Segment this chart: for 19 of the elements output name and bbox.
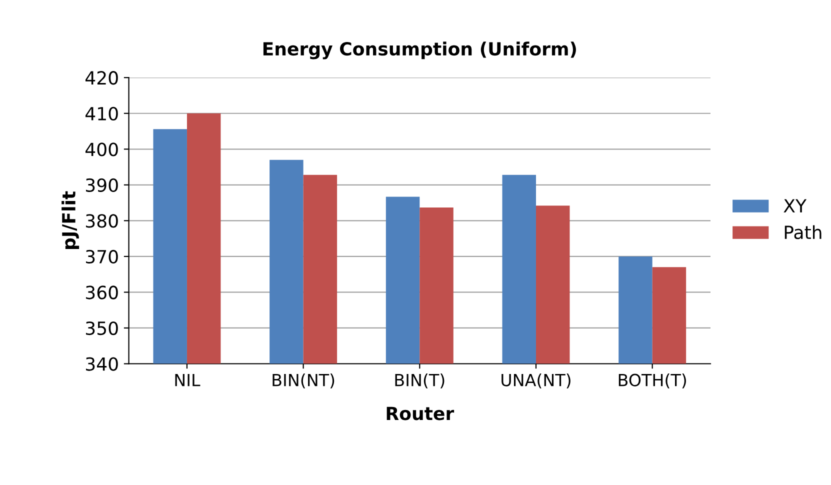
y-tick-label: 360: [86, 286, 118, 300]
y-tick-label: 390: [86, 178, 118, 192]
x-tick-label: BOTH(T): [618, 373, 686, 388]
x-tick-label: BIN(T): [395, 373, 444, 388]
y-tick-label: 420: [86, 71, 118, 85]
y-tick-label: 410: [86, 106, 118, 120]
y-tick-label: 400: [86, 142, 118, 156]
legend-label: Path: [784, 225, 822, 240]
chart-title: Energy Consumption (Uniform): [263, 42, 576, 60]
x-tick-label: UNA(NT): [502, 373, 570, 388]
y-axis-title: pJ/Flit: [62, 191, 80, 249]
y-tick-label: 340: [86, 357, 118, 371]
y-tick-label: 350: [86, 321, 118, 336]
x-axis-title: Router: [386, 406, 454, 420]
y-tick-label: 380: [86, 214, 118, 228]
x-tick-label: BIN(NT): [272, 373, 334, 388]
legend-label: XY: [784, 199, 807, 212]
y-tick-label: 370: [86, 250, 118, 264]
x-tick-label: NIL: [175, 374, 200, 386]
